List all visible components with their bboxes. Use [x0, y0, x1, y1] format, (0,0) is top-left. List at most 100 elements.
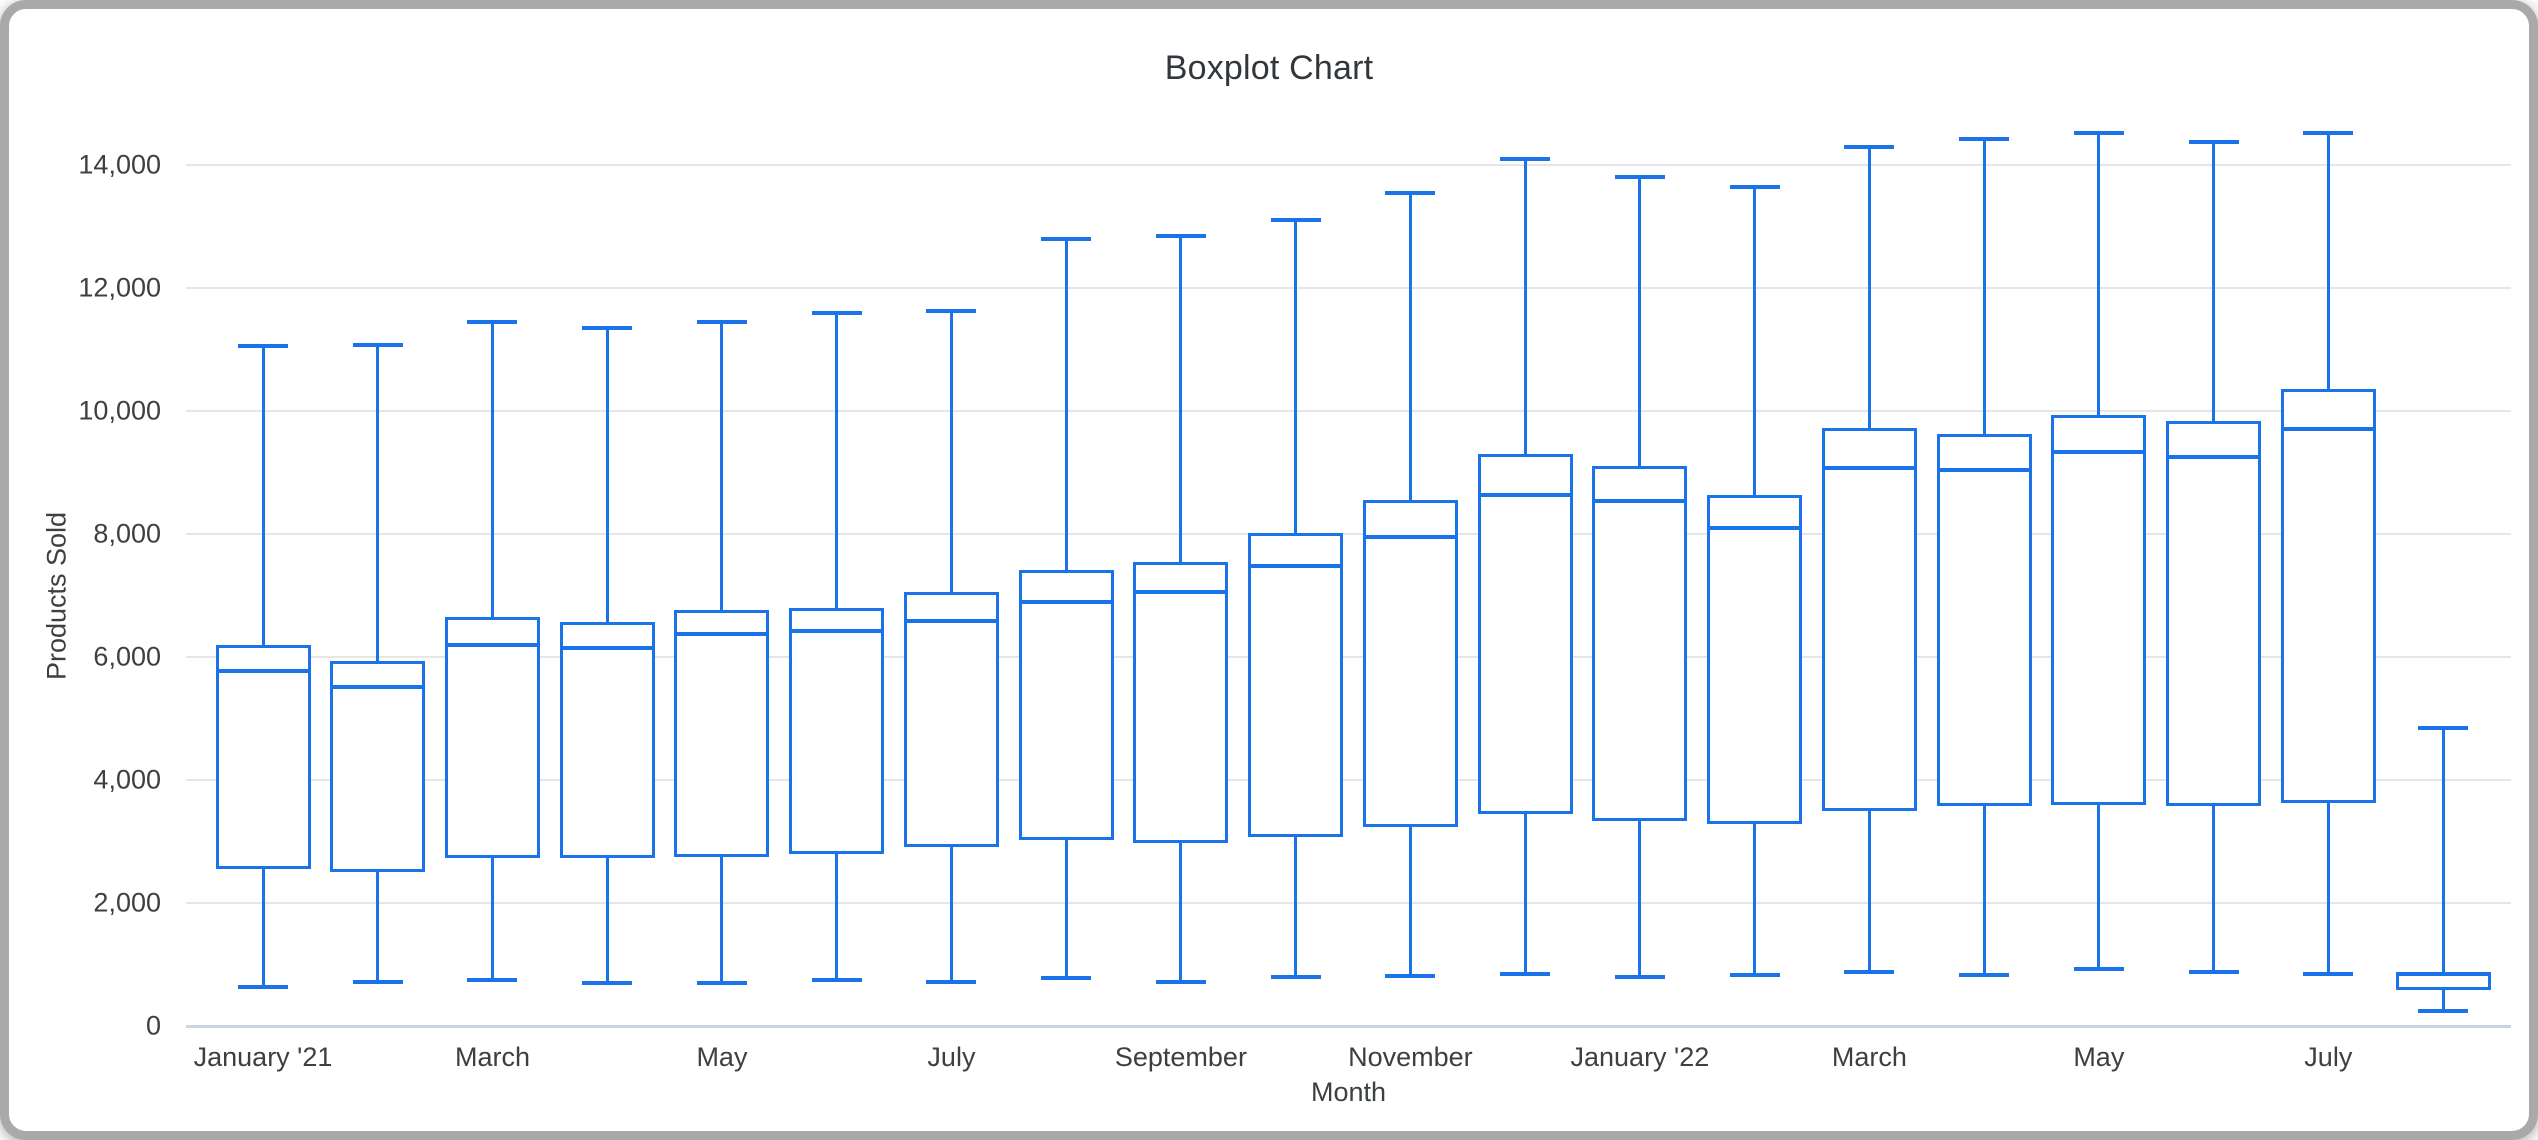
- gridline: [186, 779, 2511, 781]
- upper-whisker-line: [720, 321, 724, 611]
- lower-whisker-line: [261, 869, 265, 987]
- x-tick-label: May: [696, 1042, 748, 1072]
- lower-whisker-line: [835, 853, 839, 981]
- min-whisker-cap: [1155, 979, 1206, 984]
- x-axis-title: Month: [1310, 1077, 1387, 1107]
- median-line: [1592, 498, 1688, 503]
- median-line: [1362, 535, 1458, 540]
- min-whisker-cap: [1041, 976, 1092, 981]
- x-tick-label: November: [1348, 1042, 1473, 1072]
- upper-whisker-line: [2326, 133, 2330, 390]
- lower-whisker-line: [376, 871, 380, 983]
- min-whisker-cap: [582, 980, 633, 985]
- median-line: [330, 684, 426, 689]
- lower-whisker-line: [949, 847, 953, 982]
- median-line: [1936, 468, 2032, 473]
- min-whisker-cap: [1844, 970, 1895, 975]
- lower-whisker-line: [1408, 826, 1412, 977]
- min-whisker-cap: [467, 977, 518, 982]
- min-whisker-cap: [2188, 970, 2239, 975]
- min-whisker-cap: [238, 984, 288, 989]
- upper-whisker-line: [1523, 158, 1527, 455]
- min-whisker-cap: [2303, 972, 2354, 977]
- y-tick-label: 8,000: [93, 518, 161, 549]
- lower-whisker-line: [1179, 842, 1183, 982]
- median-line: [1133, 589, 1229, 594]
- median-line: [2051, 450, 2147, 455]
- gridline: [186, 902, 2511, 904]
- x-tick-label: July: [927, 1042, 976, 1072]
- min-whisker-cap: [1614, 974, 1665, 979]
- min-whisker-cap: [696, 980, 747, 985]
- lower-whisker-line: [1523, 813, 1527, 975]
- median-line: [215, 668, 311, 673]
- gridline: [186, 410, 2511, 412]
- x-tick-label: July: [2304, 1042, 2353, 1072]
- iqr-box: [444, 617, 540, 859]
- min-whisker-cap: [1500, 972, 1551, 977]
- x-tick-label: September: [1114, 1042, 1247, 1072]
- chart-title: Boxplot Chart: [1164, 49, 1374, 87]
- upper-whisker-line: [2441, 727, 2445, 973]
- upper-whisker-line: [1753, 186, 1757, 496]
- iqr-box: [215, 644, 311, 870]
- upper-whisker-line: [376, 344, 380, 662]
- upper-whisker-line: [490, 321, 494, 617]
- median-line: [2280, 427, 2376, 432]
- upper-whisker-line: [1867, 146, 1871, 429]
- iqr-box: [1821, 428, 1917, 812]
- iqr-box: [1592, 465, 1688, 821]
- gridline: [186, 533, 2511, 535]
- lower-whisker-line: [2097, 804, 2101, 970]
- gridline: [186, 656, 2511, 658]
- y-tick-label: 14,000: [78, 149, 161, 180]
- x-tick-label: May: [2073, 1042, 2125, 1072]
- median-line: [444, 642, 540, 647]
- y-tick-label: 12,000: [78, 272, 161, 303]
- upper-whisker-line: [835, 312, 839, 608]
- x-tick-label: January '21: [193, 1042, 333, 1072]
- upper-whisker-line: [1294, 220, 1298, 533]
- gridline: [186, 287, 2511, 289]
- median-line: [2166, 455, 2262, 460]
- upper-whisker-line: [605, 327, 609, 622]
- x-tick-label: January '22: [1570, 1042, 1710, 1072]
- y-tick-label: 0: [145, 1010, 161, 1041]
- lower-whisker-line: [490, 858, 494, 980]
- iqr-box: [674, 610, 770, 858]
- upper-whisker-line: [2212, 142, 2216, 421]
- lower-whisker-line: [2326, 803, 2330, 975]
- median-line: [2395, 972, 2491, 977]
- lower-whisker-line: [1638, 820, 1642, 977]
- y-tick-label: 2,000: [93, 887, 161, 918]
- min-whisker-cap: [352, 980, 403, 985]
- iqr-box: [1248, 532, 1344, 838]
- iqr-box: [789, 607, 885, 854]
- min-whisker-cap: [1270, 975, 1321, 980]
- iqr-box: [1936, 433, 2032, 807]
- iqr-box: [330, 661, 426, 872]
- upper-whisker-line: [261, 346, 265, 645]
- lower-whisker-line: [1294, 837, 1298, 978]
- min-whisker-cap: [1959, 972, 2010, 977]
- iqr-box: [1133, 562, 1229, 843]
- iqr-box: [1018, 570, 1114, 840]
- median-line: [789, 629, 885, 634]
- gridline: [186, 164, 2511, 166]
- y-tick-label: 10,000: [78, 395, 161, 426]
- median-line: [559, 645, 655, 650]
- median-line: [1477, 493, 1573, 498]
- median-line: [674, 631, 770, 636]
- upper-whisker-line: [1179, 235, 1183, 563]
- lower-whisker-line: [720, 857, 724, 983]
- iqr-box: [1707, 495, 1803, 824]
- upper-whisker-line: [1638, 177, 1642, 466]
- lower-whisker-line: [2441, 989, 2445, 1012]
- upper-whisker-line: [949, 310, 953, 592]
- lower-whisker-line: [1982, 806, 1986, 975]
- iqr-box: [903, 591, 999, 848]
- upper-whisker-line: [1064, 238, 1068, 571]
- min-whisker-cap: [811, 978, 862, 983]
- median-line: [1248, 563, 1344, 568]
- x-tick-label: March: [1831, 1042, 1907, 1072]
